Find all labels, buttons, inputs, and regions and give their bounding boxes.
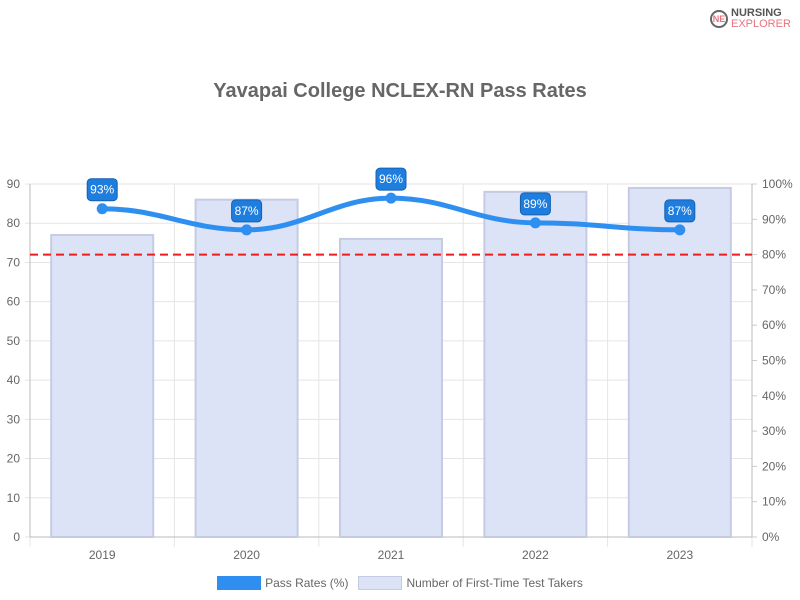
bar <box>194 198 299 538</box>
pass-rate-point <box>96 203 108 215</box>
left-tick-label: 50 <box>7 334 21 348</box>
right-tick-label: 70% <box>762 283 786 297</box>
data-label: 96% <box>379 172 403 186</box>
left-tick-label: 80 <box>7 216 21 230</box>
data-label: 89% <box>523 197 547 211</box>
logo-text-1: NURSING <box>731 7 782 19</box>
legend-label: Pass Rates (%) <box>265 576 349 590</box>
x-tick-label: 2022 <box>522 548 549 562</box>
logo-mark-icon: NE <box>710 10 728 28</box>
data-label-box <box>664 199 696 223</box>
data-label-box <box>86 178 118 202</box>
data-label-box <box>375 167 407 191</box>
right-tick-label: 0% <box>762 530 780 544</box>
data-label: 93% <box>90 183 114 197</box>
right-tick-label: 90% <box>762 212 786 226</box>
right-tick-label: 30% <box>762 424 786 438</box>
data-label: 87% <box>235 204 259 218</box>
right-tick-label: 20% <box>762 459 786 473</box>
legend-swatch <box>358 576 403 590</box>
bar <box>627 186 732 539</box>
x-tick-label: 2021 <box>378 548 405 562</box>
right-tick-label: 40% <box>762 389 786 403</box>
left-tick-label: 60 <box>7 295 21 309</box>
data-label: 87% <box>668 204 692 218</box>
pass-rate-point <box>385 192 397 204</box>
legend-item-test-takers[interactable]: Number of First-Time Test Takers <box>358 576 583 590</box>
right-tick-label: 60% <box>762 318 786 332</box>
x-tick-label: 2023 <box>666 548 693 562</box>
right-tick-label: 100% <box>762 177 793 191</box>
legend-swatch <box>217 576 262 590</box>
chart-title: Yavapai College NCLEX-RN Pass Rates <box>213 80 587 102</box>
bar <box>483 190 588 538</box>
bar <box>50 233 155 538</box>
pass-rate-point <box>241 224 253 236</box>
left-tick-label: 0 <box>13 530 20 544</box>
pass-rate-point <box>674 224 686 236</box>
pass-rate-point <box>529 217 541 229</box>
data-label-box <box>231 199 263 223</box>
right-tick-label: 10% <box>762 495 786 509</box>
legend-item-pass-rates[interactable]: Pass Rates (%) <box>217 576 348 590</box>
left-tick-label: 20 <box>7 452 21 466</box>
left-tick-label: 90 <box>7 177 21 191</box>
legend: Pass Rates (%) Number of First-Time Test… <box>0 576 800 590</box>
left-tick-label: 10 <box>7 491 21 505</box>
x-tick-label: 2020 <box>233 548 260 562</box>
logo: NE NURSING EXPLORER <box>710 8 791 30</box>
legend-label: Number of First-Time Test Takers <box>406 576 583 590</box>
left-tick-label: 30 <box>7 412 21 426</box>
x-tick-label: 2019 <box>89 548 116 562</box>
left-tick-label: 40 <box>7 373 21 387</box>
left-tick-label: 70 <box>7 255 21 269</box>
data-label-box <box>519 192 551 216</box>
logo-text-2: EXPLORER <box>731 18 791 30</box>
bar <box>339 237 443 539</box>
right-tick-label: 50% <box>762 354 786 368</box>
right-tick-label: 80% <box>762 248 786 262</box>
